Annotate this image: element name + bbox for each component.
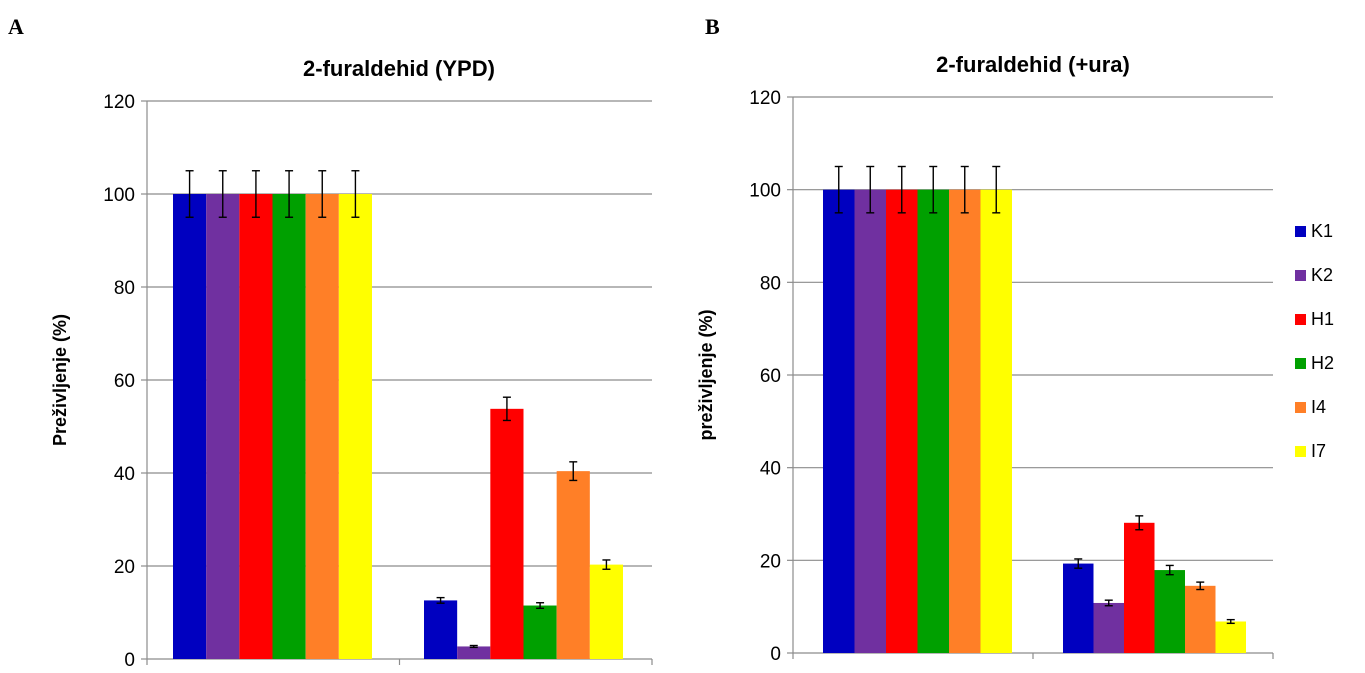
panel-letter-b: B — [705, 14, 720, 39]
y-tick-label: 0 — [770, 644, 781, 665]
y-tick-label: 20 — [760, 551, 781, 572]
y-tick-label: 40 — [114, 464, 135, 485]
bar-k2 — [1093, 602, 1124, 653]
legend-label-h1: H1 — [1311, 309, 1334, 329]
panel-letter-a: A — [8, 14, 24, 39]
legend-label-i4: I4 — [1311, 397, 1326, 417]
bar-i4 — [556, 471, 590, 659]
y-tick-label: 80 — [114, 278, 135, 299]
legend-label-i7: I7 — [1311, 441, 1326, 461]
bar-h1 — [886, 189, 918, 653]
bar-k2 — [206, 194, 240, 659]
bar-h2 — [523, 605, 557, 659]
bar-k1 — [1063, 563, 1094, 653]
bar-h2 — [917, 189, 949, 653]
chart-b: 2-furaldehid (+ura) preživljenje (%) 0 20 40… — [696, 52, 1334, 665]
y-tick-label: 20 — [114, 557, 135, 578]
y-tick-label: 0 — [124, 650, 135, 671]
legend-swatch-k2 — [1295, 270, 1306, 281]
y-tick-label: 100 — [749, 181, 781, 202]
y-tick-label: 120 — [749, 88, 781, 109]
bar-k1 — [424, 600, 458, 659]
y-axis-label: preživljenje (%) — [696, 309, 716, 440]
bar-h2 — [272, 194, 306, 659]
bar-h1 — [239, 194, 273, 659]
bar-h2 — [1154, 570, 1185, 653]
bar-i7 — [589, 564, 623, 659]
y-tick-label: 100 — [103, 185, 135, 206]
legend-swatch-i7 — [1295, 446, 1306, 457]
bar-i4 — [305, 194, 339, 659]
legend: K1 K2 H1 H2 I4 I7 — [1295, 221, 1334, 461]
y-tick-label: 80 — [760, 273, 781, 294]
legend-label-k2: K2 — [1311, 265, 1333, 285]
y-tick-label: 60 — [760, 366, 781, 387]
bar-h1 — [490, 408, 524, 659]
bar-i4 — [949, 189, 981, 653]
y-tick-label: 60 — [114, 371, 135, 392]
bar-i4 — [1185, 585, 1216, 653]
legend-swatch-k1 — [1295, 226, 1306, 237]
legend-swatch-h1 — [1295, 314, 1306, 325]
chart-a: 2-furaldehid (YPD) Preživljenje (%) 0 20 40 6… — [50, 56, 653, 671]
bar-i7 — [1215, 621, 1246, 653]
legend-label-k1: K1 — [1311, 221, 1333, 241]
bar-h1 — [1124, 522, 1155, 653]
bar-k2 — [854, 189, 886, 653]
bar-k1 — [173, 194, 207, 659]
legend-swatch-h2 — [1295, 358, 1306, 369]
chart-title: 2-furaldehid (+ura) — [936, 52, 1130, 77]
bar-k1 — [823, 189, 855, 653]
legend-label-h2: H2 — [1311, 353, 1334, 373]
bar-k2 — [457, 646, 491, 659]
chart-title: 2-furaldehid (YPD) — [303, 56, 495, 81]
bar-i7 — [980, 189, 1012, 653]
legend-swatch-i4 — [1295, 402, 1306, 413]
y-tick-label: 120 — [103, 92, 135, 113]
y-axis-label: Preživljenje (%) — [50, 314, 70, 446]
y-tick-label: 40 — [760, 459, 781, 480]
bar-i7 — [338, 194, 372, 659]
